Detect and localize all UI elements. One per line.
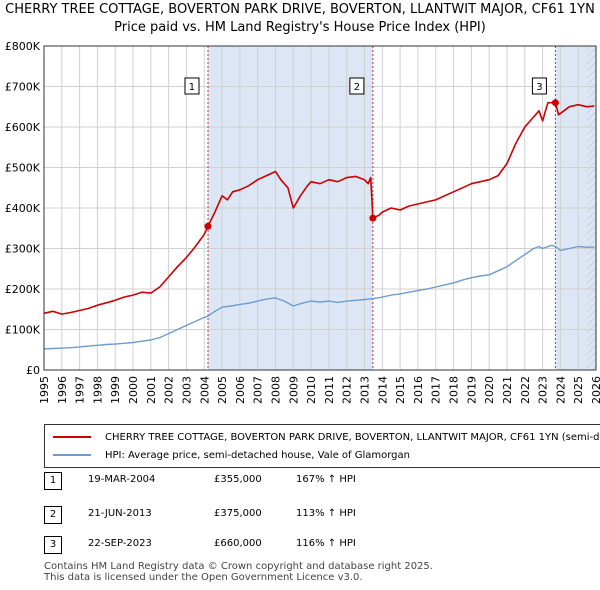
- sale-date: 19-MAR-2004: [88, 474, 156, 485]
- x-tick-label: 2010: [305, 376, 318, 404]
- footer-copyright: Contains HM Land Registry data © Crown c…: [44, 561, 433, 572]
- x-tick-label: 2013: [359, 376, 372, 404]
- legend-label-hpi: HPI: Average price, semi-detached house,…: [105, 449, 410, 461]
- y-tick-label: £200K: [5, 283, 41, 296]
- chart-subtitle: Price paid vs. HM Land Registry's House …: [114, 20, 486, 35]
- grid: [43, 45, 597, 371]
- hpi-line: [43, 244, 595, 350]
- sale-date: 21-JUN-2013: [88, 508, 152, 519]
- x-tick-label: 2015: [394, 376, 407, 404]
- x-tick-label: 2002: [163, 376, 176, 404]
- x-tick-label: 2019: [465, 376, 478, 404]
- x-tick-label: 2003: [180, 376, 193, 404]
- property-price-line: [43, 101, 595, 315]
- footer-licence: This data is licensed under the Open Gov…: [44, 572, 363, 583]
- sale-point: [551, 99, 559, 107]
- x-tick-label: 2012: [341, 376, 354, 404]
- sale-points: [204, 99, 559, 230]
- y-tick-label: £100K: [5, 324, 41, 337]
- legend-swatch-hpi: [53, 454, 91, 456]
- series-lines: [43, 101, 595, 350]
- sale-label-box: [184, 77, 200, 95]
- sale-label-text: 1: [189, 82, 195, 93]
- sale-label-text: 3: [536, 82, 542, 93]
- x-tick-label: 2017: [430, 376, 443, 404]
- x-tick-label: 1996: [56, 376, 69, 404]
- x-tick-label: 2025: [572, 376, 585, 404]
- sale-point: [369, 214, 377, 222]
- sale-price: £375,000: [214, 508, 262, 519]
- x-tick-label: 2008: [269, 376, 282, 404]
- sale-number: 2: [44, 506, 62, 524]
- sale-hpi: 167% ↑ HPI: [296, 474, 356, 485]
- x-tick-label: 2007: [252, 376, 265, 404]
- x-tick-label: 2024: [554, 376, 567, 404]
- sale-hpi: 116% ↑ HPI: [296, 538, 356, 549]
- x-tick-label: 2000: [127, 376, 140, 404]
- x-tick-label: 1997: [74, 376, 87, 404]
- y-tick-label: £500K: [5, 162, 41, 175]
- x-tick-label: 2004: [198, 376, 211, 404]
- sale-label-text: 2: [354, 82, 360, 93]
- x-tick-label: 2005: [216, 376, 229, 404]
- x-tick-label: 2023: [537, 376, 550, 404]
- sale-row: 1 19-MAR-2004 £355,000 167% ↑ HPI: [44, 472, 444, 490]
- sale-number: 3: [44, 536, 62, 554]
- x-tick-label: 2011: [323, 376, 336, 404]
- x-tick-label: 2018: [448, 376, 461, 404]
- x-tick-label: 2009: [287, 376, 300, 404]
- sale-labels: 1 2 3: [184, 77, 547, 95]
- x-tick-label: 1998: [91, 376, 104, 404]
- y-tick-label: £0: [26, 364, 40, 377]
- footer: Contains HM Land Registry data © Crown c…: [44, 561, 433, 583]
- sale-price: £660,000: [214, 538, 262, 549]
- chart-title: CHERRY TREE COTTAGE, BOVERTON PARK DRIVE…: [5, 2, 595, 17]
- sale-hpi: 113% ↑ HPI: [296, 508, 356, 519]
- y-tick-label: £800K: [5, 40, 41, 53]
- price-chart: 1 2 3 £0 £100K £200K £300K £400K £500K £600K £700…: [5, 40, 600, 404]
- sale-date: 22-SEP-2023: [88, 538, 152, 549]
- x-tick-label: 2001: [145, 376, 158, 404]
- sale-number: 1: [44, 472, 62, 490]
- y-tick-label: £300K: [5, 243, 41, 256]
- x-tick-label: 2022: [519, 376, 532, 404]
- x-tick-label: 1995: [38, 376, 51, 404]
- x-tick-label: 2014: [376, 376, 389, 404]
- sale-row: 3 22-SEP-2023 £660,000 116% ↑ HPI: [44, 536, 444, 554]
- legend-item-property: CHERRY TREE COTTAGE, BOVERTON PARK DRIVE…: [53, 428, 600, 446]
- legend-swatch-property: [53, 436, 91, 438]
- x-tick-label: 2016: [412, 376, 425, 404]
- legend-item-hpi: HPI: Average price, semi-detached house,…: [53, 446, 410, 464]
- sale-point: [204, 222, 212, 230]
- y-axis-ticks: £0 £100K £200K £300K £400K £500K £600K £700K £80…: [5, 40, 41, 377]
- legend-label-property: CHERRY TREE COTTAGE, BOVERTON PARK DRIVE…: [105, 431, 600, 443]
- x-tick-label: 1999: [109, 376, 122, 404]
- x-tick-label: 2021: [501, 376, 514, 404]
- legend: CHERRY TREE COTTAGE, BOVERTON PARK DRIVE…: [44, 424, 600, 468]
- sale-label-box: [349, 77, 365, 95]
- x-tick-label: 2006: [234, 376, 247, 404]
- x-axis-ticks: 1995 1996 1997 1998 1999 2000 2001 2002 2003 2004…: [38, 376, 600, 404]
- plot-frame: [43, 45, 597, 371]
- y-tick-label: £400K: [5, 202, 41, 215]
- sale-row: 2 21-JUN-2013 £375,000 113% ↑ HPI: [44, 506, 444, 524]
- x-tick-label: 2026: [590, 376, 600, 404]
- sale-label-box: [531, 77, 547, 95]
- y-tick-label: £600K: [5, 121, 41, 134]
- x-tick-label: 2020: [483, 376, 496, 404]
- sale-price: £355,000: [214, 474, 262, 485]
- y-tick-label: £700K: [5, 81, 41, 94]
